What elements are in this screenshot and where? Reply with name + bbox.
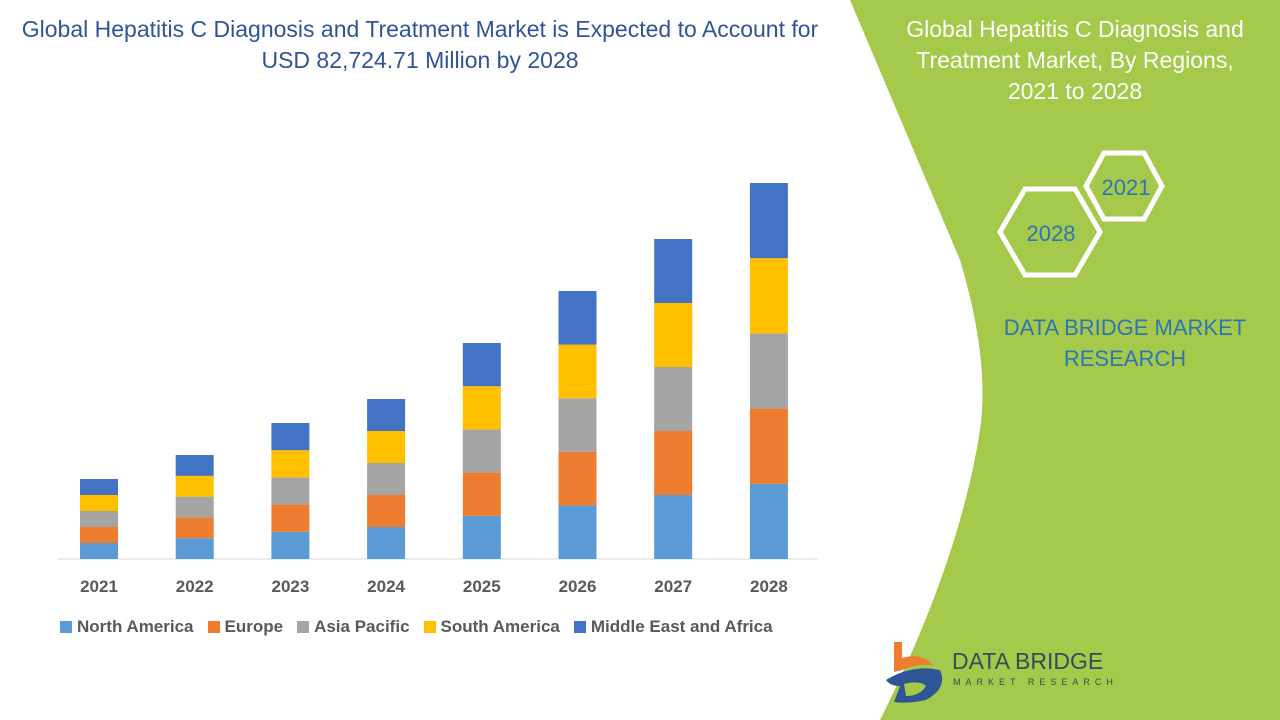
x-tick-label: 2024 (367, 577, 405, 596)
bar-segment-asia-pacific-2025 (462, 429, 501, 473)
legend-item: South America (423, 617, 560, 637)
bar-segment-south-america-2023 (271, 450, 310, 478)
legend-label: Europe (224, 617, 284, 636)
legend-label: Asia Pacific (314, 617, 410, 636)
bar-segment-north-america-2028 (749, 483, 788, 559)
bar-segment-north-america-2024 (367, 527, 406, 559)
bar-segment-middle-east-and-africa-2027 (654, 239, 693, 303)
side-panel-title: Global Hepatitis C Diagnosis and Treatme… (906, 16, 1244, 104)
bar-segment-middle-east-and-africa-2023 (271, 423, 310, 451)
logo-text: DATA BRIDGE (952, 648, 1104, 674)
bar-segment-south-america-2026 (558, 344, 597, 399)
bar-segment-europe-2026 (558, 451, 597, 506)
legend: North America Europe Asia Pacific South Ame… (60, 617, 773, 637)
stacked-bar-chart: 2021 2022 2023 2024 2025 2026 2027 2028 (58, 183, 818, 596)
chart-title: Global Hepatitis C Diagnosis and Treatme… (21, 16, 819, 73)
legend-swatch (573, 621, 586, 633)
bar-segment-south-america-2027 (654, 303, 693, 367)
bar-segment-north-america-2021 (80, 543, 118, 559)
legend-item: Middle East and Africa (573, 617, 773, 637)
bar-segment-middle-east-and-africa-2021 (80, 479, 118, 495)
bar-segment-europe-2027 (654, 431, 693, 495)
x-tick-label: 2022 (176, 577, 214, 596)
bar-segment-europe-2028 (749, 408, 788, 484)
bar-segment-europe-2023 (271, 504, 310, 532)
legend-swatch (207, 621, 220, 633)
bar-segment-north-america-2026 (558, 505, 597, 559)
x-tick-label: 2027 (654, 577, 692, 596)
bar-segment-south-america-2021 (80, 495, 118, 511)
data-bridge-logo-icon (886, 642, 943, 703)
bar-segment-asia-pacific-2028 (749, 333, 788, 409)
bar-segment-south-america-2025 (462, 386, 501, 430)
bar-segment-middle-east-and-africa-2022 (175, 455, 214, 476)
x-tick-label: 2023 (271, 577, 309, 596)
bar-segment-north-america-2025 (462, 515, 501, 559)
bar-segment-asia-pacific-2027 (654, 367, 693, 431)
bar-segment-south-america-2028 (749, 258, 788, 334)
hex-label-2021: 2021 (1102, 175, 1151, 200)
brand-text: DATA BRIDGE MARKET RESEARCH (1003, 315, 1247, 371)
legend-swatch (60, 621, 72, 633)
bar-segment-europe-2022 (175, 517, 214, 539)
bar-segment-south-america-2022 (175, 475, 214, 497)
bar-segment-asia-pacific-2023 (271, 477, 310, 505)
x-tick-label: 2028 (750, 577, 788, 596)
legend-label: North America (77, 617, 194, 636)
bar-segment-south-america-2024 (367, 431, 406, 463)
logo-subtext: MARKET RESEARCH (953, 677, 1118, 687)
bar-segment-europe-2021 (80, 527, 118, 543)
x-tick-label: 2021 (80, 577, 118, 596)
hex-label-2028: 2028 (1027, 221, 1076, 246)
bar-segment-europe-2024 (367, 495, 406, 527)
bar-segment-asia-pacific-2024 (367, 463, 406, 495)
bar-segment-north-america-2027 (654, 495, 693, 559)
hexagon-2028 (997, 186, 1103, 278)
legend-item: North America (60, 617, 194, 637)
x-tick-label: 2025 (463, 577, 501, 596)
bar-segment-north-america-2023 (271, 531, 310, 559)
bar-segment-middle-east-and-africa-2024 (367, 399, 406, 431)
bar-segment-middle-east-and-africa-2026 (558, 291, 597, 345)
legend-label: South America (440, 617, 560, 636)
bar-segment-asia-pacific-2021 (80, 511, 118, 527)
legend-item: Europe (207, 617, 284, 637)
bar-segment-middle-east-and-africa-2025 (462, 343, 501, 387)
legend-label: Middle East and Africa (590, 617, 773, 636)
bar-segment-asia-pacific-2026 (558, 398, 597, 452)
hexagon-2021 (1083, 150, 1165, 222)
bar-segment-middle-east-and-africa-2028 (749, 183, 788, 259)
bar-segment-north-america-2022 (175, 538, 214, 559)
bar-segment-asia-pacific-2022 (175, 496, 214, 518)
x-tick-label: 2026 (559, 577, 597, 596)
bar-segment-europe-2025 (462, 472, 501, 516)
legend-item: Asia Pacific (297, 617, 410, 637)
legend-swatch (297, 621, 310, 633)
legend-swatch (423, 621, 436, 633)
